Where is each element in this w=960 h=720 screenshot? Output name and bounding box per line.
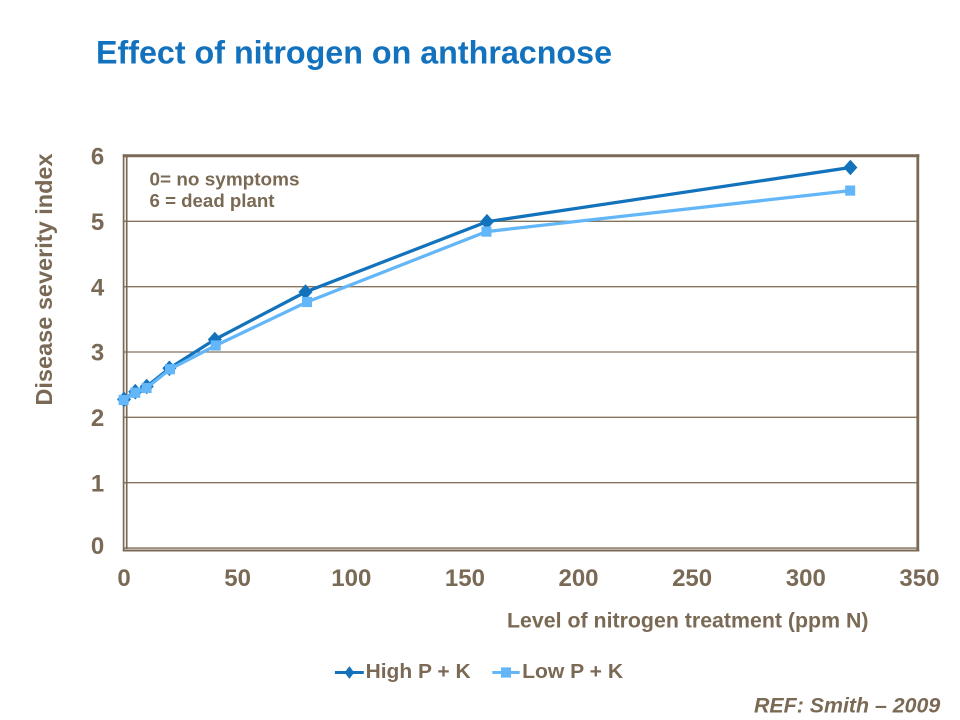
svg-text:0= no symptoms: 0= no symptoms [150, 170, 300, 190]
svg-text:200: 200 [558, 565, 598, 592]
svg-text:Effect of nitrogen on anthracn: Effect of nitrogen on anthracnose [96, 35, 612, 71]
svg-text:REF: Smith – 2009: REF: Smith – 2009 [754, 694, 940, 718]
svg-text:0: 0 [117, 565, 130, 592]
svg-text:1: 1 [91, 470, 104, 497]
svg-text:6: 6 [91, 144, 104, 171]
svg-text:Disease severity index: Disease severity index [31, 153, 57, 405]
svg-text:350: 350 [899, 565, 939, 592]
svg-text:6 = dead plant: 6 = dead plant [150, 191, 275, 211]
svg-text:Level of nitrogen treatment (p: Level of nitrogen treatment (ppm N) [507, 610, 869, 633]
svg-text:2: 2 [91, 405, 104, 432]
svg-text:0: 0 [91, 533, 104, 560]
svg-text:50: 50 [224, 565, 251, 592]
svg-text:100: 100 [331, 565, 371, 592]
svg-text:150: 150 [445, 565, 485, 592]
svg-text:5: 5 [91, 209, 104, 236]
svg-text:3: 3 [91, 340, 104, 367]
svg-text:High P + K: High P + K [366, 661, 472, 683]
svg-text:4: 4 [91, 274, 105, 301]
svg-text:250: 250 [672, 565, 712, 592]
svg-text:300: 300 [786, 565, 826, 592]
svg-text:Low P + K: Low P + K [522, 661, 624, 683]
